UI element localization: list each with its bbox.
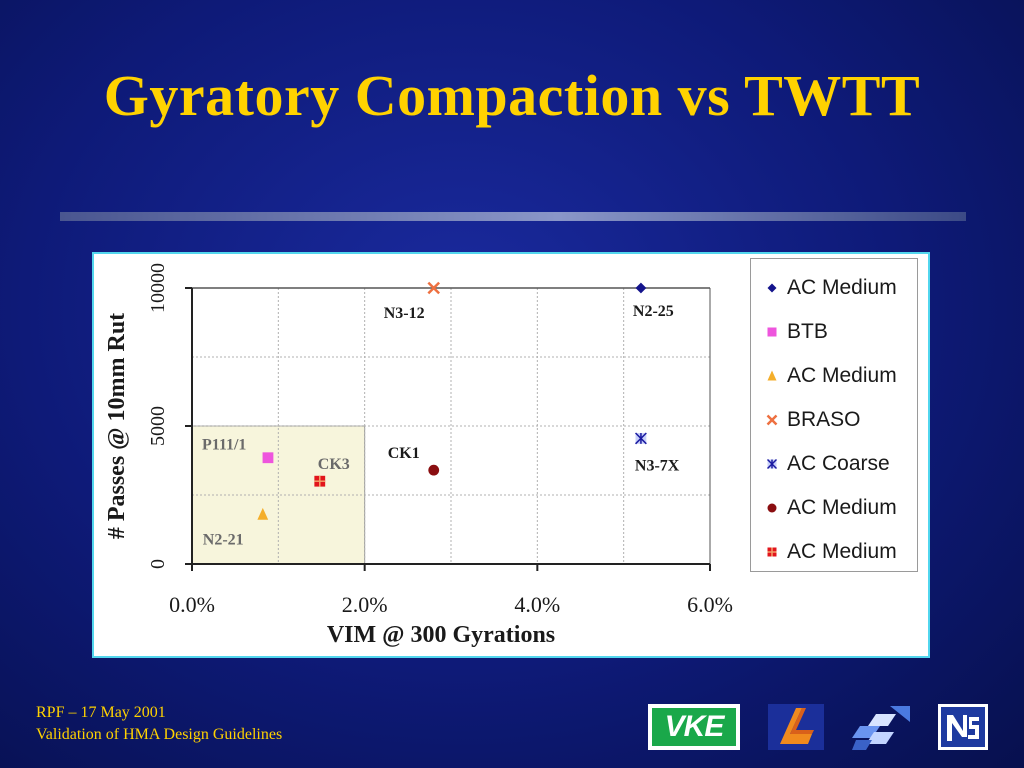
chart-panel: 0.0% 2.0% 4.0% 6.0% 0 5000 10000 VIM @ 300 Gyra… [92, 252, 930, 658]
point-label: P111/1 [202, 437, 246, 454]
legend-swatch [761, 365, 783, 387]
legend-marker-icon [767, 283, 777, 293]
legend-item: BTB [761, 317, 828, 347]
x-tick-label: 6.0% [687, 592, 733, 617]
legend-item: BRASO [761, 405, 861, 435]
data-point [767, 503, 777, 513]
y-tick-label: 5000 [147, 406, 169, 446]
data-point [767, 327, 777, 337]
legend-marker-icon [766, 458, 778, 470]
legend-label: AC Coarse [787, 452, 890, 475]
y-tick-label: 10000 [147, 263, 169, 313]
data-point [314, 475, 326, 487]
legend-marker-icon [766, 414, 778, 426]
x-tick-label: 2.0% [342, 592, 388, 617]
legend-marker-icon [767, 370, 777, 381]
data-point [427, 281, 441, 295]
x-axis-title: VIM @ 300 Gyrations [327, 622, 555, 648]
legend-swatch [761, 321, 783, 343]
data-point [767, 370, 777, 381]
legend-label: BTB [787, 320, 828, 343]
point-label: N3-7X [635, 457, 680, 474]
orange-chevron-logo [768, 704, 824, 750]
data-point [428, 464, 440, 476]
data-point [635, 282, 647, 294]
data-point [767, 547, 777, 557]
legend-marker-icon [767, 327, 777, 337]
arrows-logo [852, 704, 912, 750]
legend-item: AC Medium [761, 361, 897, 391]
legend-marker-icon [767, 503, 777, 513]
data-point [766, 414, 778, 426]
footer: RPF – 17 May 2001 Validation of HMA Desi… [36, 702, 282, 746]
point-label: CK1 [388, 445, 420, 462]
marker-stroke [766, 414, 778, 426]
title-divider [60, 212, 966, 221]
data-point [635, 432, 647, 445]
data-point [767, 283, 777, 293]
legend-swatch [761, 541, 783, 563]
legend-label: AC Medium [787, 540, 897, 563]
chart-legend: AC Medium BTB AC Medium BRASO AC Coarse AC Me… [750, 258, 918, 572]
data-point [257, 507, 269, 520]
footer-date: RPF – 17 May 2001 [36, 704, 166, 721]
vke-logo: VKE [648, 704, 740, 750]
legend-item: AC Medium [761, 273, 897, 303]
marker-stroke [427, 281, 441, 295]
scatter-chart: 0.0% 2.0% 4.0% 6.0% 0 5000 10000 VIM @ 300 Gyra… [104, 263, 733, 648]
legend-item: AC Medium [761, 537, 897, 567]
data-point [262, 452, 274, 464]
legend-swatch [761, 497, 783, 519]
point-label: N3-12 [384, 305, 425, 322]
legend-label: AC Medium [787, 276, 897, 299]
point-label: N2-25 [633, 303, 674, 320]
x-tick-label: 0.0% [169, 592, 215, 617]
legend-swatch [761, 409, 783, 431]
legend-swatch [761, 277, 783, 299]
footer-subtitle: Validation of HMA Design Guidelines [36, 726, 283, 743]
legend-item: AC Coarse [761, 449, 890, 479]
point-label: CK3 [318, 456, 350, 473]
slide-title: Gyratory Compaction vs TWTT [103, 63, 921, 128]
point-label: N2-21 [203, 531, 244, 548]
legend-marker-icon [767, 547, 777, 557]
x-tick-label: 4.0% [514, 592, 560, 617]
legend-label: AC Medium [787, 496, 897, 519]
legend-item: AC Medium [761, 493, 897, 523]
legend-label: BRASO [787, 408, 861, 431]
ns-logo [938, 704, 988, 750]
y-axis-title: # Passes @ 10mm Rut [104, 313, 130, 539]
y-tick-label: 0 [147, 559, 169, 569]
legend-label: AC Medium [787, 364, 897, 387]
legend-swatch [761, 453, 783, 475]
data-point [766, 458, 778, 470]
